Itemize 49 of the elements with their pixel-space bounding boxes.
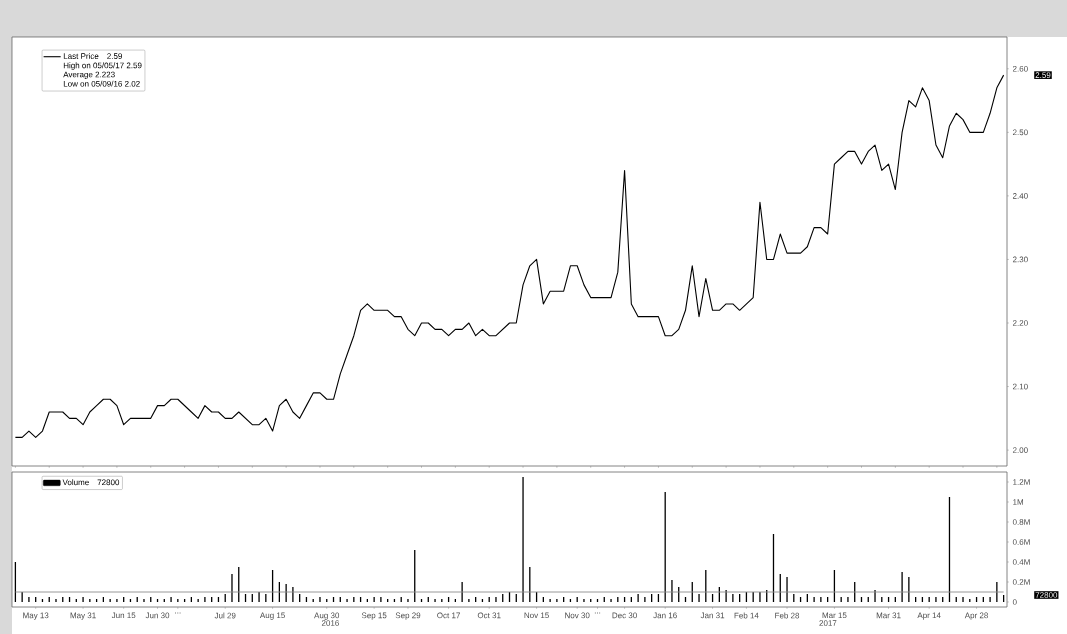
x-tick-label: Jan 16	[653, 612, 677, 619]
y-tick-label: 2.20	[1012, 320, 1028, 326]
y-tick-label: 1M	[1013, 499, 1023, 505]
x-tick-label: Sep 15	[361, 612, 387, 620]
y-tick-label: 2.30	[1012, 256, 1028, 263]
y-tick-label: 2.10	[1012, 383, 1028, 390]
x-tick-label: May 13	[23, 612, 49, 620]
text: 2.59	[1035, 72, 1051, 78]
annotation: Low on 05/09/16 2.02	[63, 80, 140, 87]
x-tick-label: ...	[594, 612, 601, 614]
y-tick-label: 0.6M	[1012, 539, 1030, 545]
x-tick-label: Nov 30	[565, 612, 590, 619]
annotation: High on 05/05/17 2.59	[63, 62, 142, 70]
x-tick-label: Nov 15	[524, 612, 549, 619]
y-tick-label: 0	[1012, 599, 1017, 605]
annotation: 72800	[97, 479, 120, 486]
legend-label: Last Price	[63, 53, 99, 59]
x-tick-label: Dec 30	[612, 612, 637, 619]
x-tick-label: Jan 31	[700, 612, 725, 619]
x-tick-label: Feb 28	[775, 612, 800, 619]
x-tick-label: Jun 15	[111, 612, 136, 619]
x-tick-label: Aug 15	[259, 612, 285, 620]
y-tick-label: 2.40	[1012, 193, 1028, 199]
x-tick-label: Oct 17	[437, 612, 460, 619]
x-tick-label: Apr 14	[917, 612, 941, 620]
text: 2016	[321, 620, 339, 626]
y-tick-label: 2.50	[1012, 129, 1028, 136]
x-tick-label: Apr 28	[964, 612, 988, 620]
y-tick-label: 2.00	[1012, 447, 1028, 453]
legend-label: Volume	[62, 479, 89, 486]
x-tick-label: ...	[175, 612, 181, 614]
x-tick-label: Aug 30	[314, 612, 340, 620]
y-tick-label: 2.60	[1012, 65, 1028, 72]
text: 72800	[1035, 592, 1058, 598]
x-tick-label: Mar 31	[876, 612, 901, 619]
y-tick-label: 0.8M	[1012, 519, 1030, 525]
x-tick-label: Jun 30	[145, 612, 170, 619]
y-tick-label: 0.2M	[1012, 579, 1030, 585]
y-tick-label: 0.4M	[1012, 559, 1030, 565]
x-tick-label: Oct 31	[477, 612, 501, 619]
x-tick-label: Sep 29	[395, 612, 421, 620]
y-tick-label: 1.2M	[1013, 479, 1030, 485]
x-tick-label: Feb 14	[734, 612, 759, 619]
x-tick-label: May 31	[70, 612, 96, 620]
annotation: 2.59	[107, 53, 122, 59]
annotation: Average 2.223	[63, 71, 115, 79]
text: 2017	[819, 620, 837, 626]
x-tick-label: Jul 29	[214, 612, 236, 619]
x-tick-label: Mar 15	[822, 612, 847, 619]
